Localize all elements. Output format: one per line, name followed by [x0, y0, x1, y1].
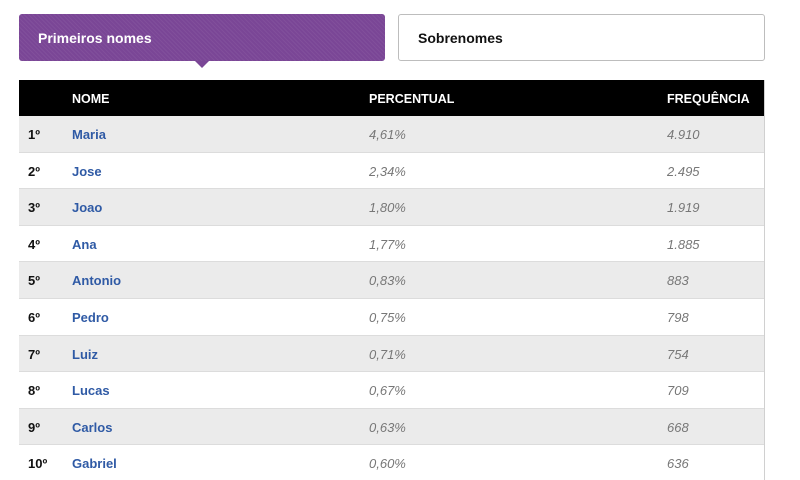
table-header: NOME PERCENTUAL FREQUÊNCIA — [19, 80, 764, 116]
table-row: 7º Luiz 0,71% 754 — [19, 335, 764, 373]
frequency-cell: 636 — [667, 456, 689, 472]
rank-cell: 3º — [28, 200, 40, 216]
frequency-cell: 1.919 — [667, 200, 700, 216]
table-row: 5º Antonio 0,83% 883 — [19, 262, 764, 299]
percent-cell: 0,63% — [369, 419, 406, 435]
tab-sobrenomes-label: Sobrenomes — [418, 29, 503, 46]
frequency-cell: 668 — [667, 419, 689, 435]
percent-cell: 0,67% — [369, 383, 406, 399]
percent-cell: 1,80% — [369, 200, 406, 216]
rank-cell: 10º — [28, 456, 48, 472]
frequency-cell: 798 — [667, 309, 689, 325]
header-nome: NOME — [72, 92, 110, 106]
table-row: 2º Jose 2,34% 2.495 — [19, 152, 764, 190]
percent-cell: 0,60% — [369, 456, 406, 472]
percent-cell: 0,75% — [369, 309, 406, 325]
tab-primeiros-nomes-label: Primeiros nomes — [38, 29, 152, 46]
rank-cell: 1º — [28, 127, 40, 142]
percent-cell: 2,34% — [369, 163, 406, 179]
frequency-cell: 709 — [667, 383, 689, 399]
frequency-cell: 2.495 — [667, 163, 700, 179]
rank-cell: 7º — [28, 346, 40, 362]
rank-cell: 5º — [28, 273, 40, 289]
table-row: 4º Ana 1,77% 1.885 — [19, 225, 764, 263]
table-row: 9º Carlos 0,63% 668 — [19, 408, 764, 446]
name-link[interactable]: Carlos — [72, 419, 113, 435]
name-link[interactable]: Antonio — [72, 273, 122, 289]
percent-cell: 4,61% — [369, 127, 406, 142]
active-tab-pointer-icon — [195, 61, 209, 68]
rank-cell: 8º — [28, 383, 40, 399]
name-link[interactable]: Joao — [72, 200, 103, 216]
name-link[interactable]: Gabriel — [72, 456, 117, 472]
rank-cell: 6º — [28, 309, 40, 325]
name-link[interactable]: Lucas — [72, 383, 110, 399]
name-link[interactable]: Maria — [72, 127, 106, 142]
name-link[interactable]: Pedro — [72, 309, 109, 325]
table-row: 10º Gabriel 0,60% 636 — [19, 445, 764, 480]
tab-primeiros-nomes[interactable]: Primeiros nomes — [19, 14, 385, 68]
header-percentual: PERCENTUAL — [369, 92, 455, 106]
frequency-cell: 1.885 — [667, 236, 700, 252]
rank-cell: 9º — [28, 419, 40, 435]
tab-sobrenomes[interactable]: Sobrenomes — [398, 14, 765, 61]
name-type-tabs: Primeiros nomes Sobrenomes — [19, 14, 765, 68]
percent-cell: 0,83% — [369, 273, 406, 289]
table-body: 1º Maria 4,61% 4.910 2º Jose 2,34% 2.495 3º Joao 1… — [19, 116, 764, 480]
table-row: 3º Joao 1,80% 1.919 — [19, 189, 764, 226]
table-row: 8º Lucas 0,67% 709 — [19, 372, 764, 409]
rank-cell: 2º — [28, 163, 40, 179]
frequency-cell: 883 — [667, 273, 689, 289]
name-link[interactable]: Ana — [72, 236, 97, 252]
name-link[interactable]: Luiz — [72, 346, 98, 362]
percent-cell: 0,71% — [369, 346, 406, 362]
table-row: 1º Maria 4,61% 4.910 — [19, 116, 764, 153]
rank-cell: 4º — [28, 236, 40, 252]
percent-cell: 1,77% — [369, 236, 406, 252]
names-ranking-table: NOME PERCENTUAL FREQUÊNCIA 1º Maria 4,61% 4… — [19, 80, 765, 480]
frequency-cell: 754 — [667, 346, 689, 362]
frequency-cell: 4.910 — [667, 127, 700, 142]
table-row: 6º Pedro 0,75% 798 — [19, 298, 764, 336]
header-frequencia: FREQUÊNCIA — [667, 92, 750, 106]
name-link[interactable]: Jose — [72, 163, 102, 179]
